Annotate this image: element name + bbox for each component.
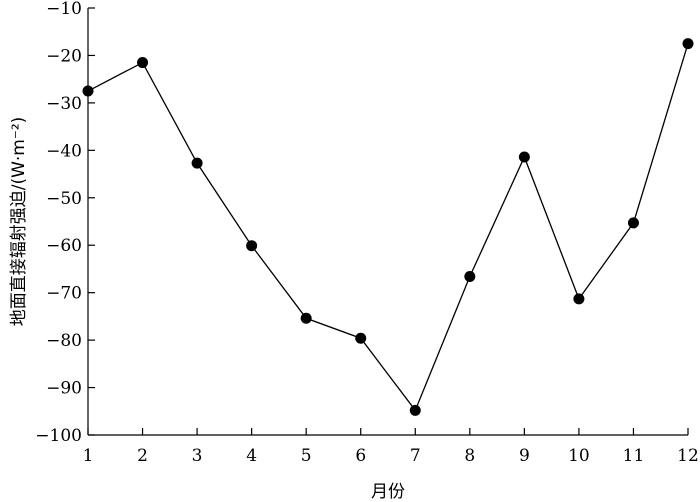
data-point (518, 151, 530, 163)
x-tick-label: 2 (137, 446, 148, 466)
data-point (355, 332, 367, 344)
x-tick-label: 12 (677, 446, 699, 466)
y-tick-label: −50 (46, 189, 82, 209)
x-tick-label: 6 (355, 446, 366, 466)
x-tick-label: 8 (464, 446, 475, 466)
data-point (464, 271, 476, 283)
data-point (300, 312, 312, 324)
x-ticks: 1 2 3 4 5 6 7 8 9 10 11 12 (83, 428, 699, 466)
series-group (82, 38, 694, 416)
data-point (627, 217, 639, 229)
y-tick-label: −10 (46, 0, 82, 19)
x-axis-label: 月份 (371, 482, 405, 502)
data-point (246, 240, 258, 252)
data-point (191, 157, 203, 169)
x-tick-label: 5 (301, 446, 312, 466)
y-tick-label: −80 (46, 331, 82, 351)
y-tick-label: −60 (46, 236, 82, 256)
data-point (409, 404, 421, 416)
y-tick-label: −100 (35, 426, 82, 446)
y-ticks: −10 −20 −30 −40 −50 −60 −70 −80 −90 −100 (35, 0, 95, 446)
y-tick-label: −90 (46, 379, 82, 399)
data-point (573, 293, 585, 305)
x-tick-label: 4 (246, 446, 257, 466)
x-tick-label: 11 (623, 446, 645, 466)
y-tick-label: −40 (46, 141, 82, 161)
x-tick-label: 1 (83, 446, 94, 466)
x-tick-label: 3 (192, 446, 203, 466)
data-point (82, 85, 94, 97)
y-tick-label: −30 (46, 94, 82, 114)
axes (87, 8, 688, 436)
series-line (87, 43, 689, 412)
x-tick-label: 7 (410, 446, 421, 466)
y-axis-label: 地面直接辐射强迫/(W·m⁻²) (9, 117, 29, 327)
x-tick-label: 10 (568, 446, 590, 466)
data-point (137, 57, 149, 69)
x-tick-label: 9 (519, 446, 530, 466)
y-tick-label: −20 (46, 46, 82, 66)
data-point (682, 38, 694, 50)
y-tick-label: −70 (46, 284, 82, 304)
